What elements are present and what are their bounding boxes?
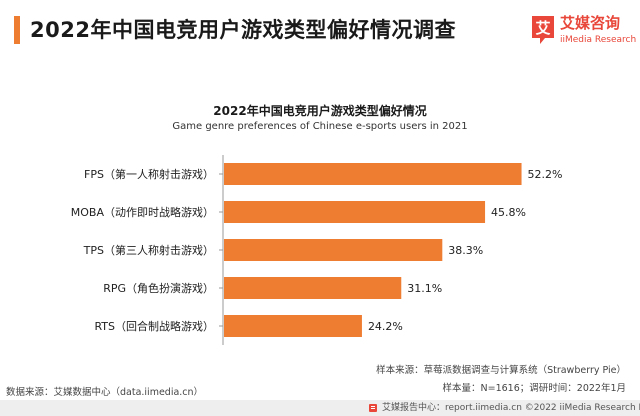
footer-bar: 艾媒报告中心：report.iimedia.cn ©2022 iiMedia R… bbox=[0, 400, 640, 416]
value-label: 31.1% bbox=[407, 282, 442, 295]
report-icon bbox=[369, 404, 377, 412]
bar bbox=[224, 277, 402, 299]
bar bbox=[224, 163, 522, 185]
category-label: FPS（第一人称射击游戏） bbox=[84, 167, 214, 181]
value-label: 45.8% bbox=[491, 206, 526, 219]
bar bbox=[224, 315, 362, 337]
category-label: RTS（回合制战略游戏） bbox=[94, 319, 214, 333]
iimedia-logo-icon: 艾 bbox=[532, 16, 554, 44]
page-title: 2022年中国电竞用户游戏类型偏好情况调查 bbox=[30, 18, 456, 42]
footer-text: 艾媒报告中心：report.iimedia.cn ©2022 iiMedia R… bbox=[382, 403, 640, 413]
logo-name-en: iiMedia Research bbox=[560, 35, 637, 45]
value-label: 52.2% bbox=[528, 168, 563, 181]
logo-mark-char: 艾 bbox=[535, 19, 550, 37]
value-label: 38.3% bbox=[448, 244, 483, 257]
category-label: TPS（第三人称射击游戏） bbox=[83, 243, 214, 257]
logo-name-cn: 艾媒咨询 bbox=[560, 14, 621, 32]
bar bbox=[224, 239, 443, 261]
category-label: RPG（角色扮演游戏） bbox=[103, 281, 214, 295]
data-source-note: 数据来源：艾媒数据中心（data.iimedia.cn） bbox=[6, 387, 204, 398]
page-header: 2022年中国电竞用户游戏类型偏好情况调查 bbox=[0, 0, 640, 64]
sample-source-note: 样本来源：草莓派数据调查与计算系统（Strawberry Pie） bbox=[376, 365, 626, 376]
value-label: 24.2% bbox=[368, 320, 403, 333]
bar bbox=[224, 201, 486, 223]
sample-size-note: 样本量：N=1616；调研时间：2022年1月 bbox=[442, 383, 626, 394]
iimedia-logo: 艾 艾媒咨询 iiMedia Research bbox=[530, 12, 637, 52]
chart-subtitle: Game genre preferences of Chinese e-spor… bbox=[172, 121, 468, 132]
title-accent-bar bbox=[14, 16, 20, 44]
bar-chart: FPS（第一人称射击游戏） 52.2% MOBA（动作即时战略游戏） 45.8% TPS… bbox=[71, 155, 563, 345]
category-label: MOBA（动作即时战略游戏） bbox=[71, 205, 214, 219]
chart-title: 2022年中国电竞用户游戏类型偏好情况 bbox=[213, 104, 427, 118]
